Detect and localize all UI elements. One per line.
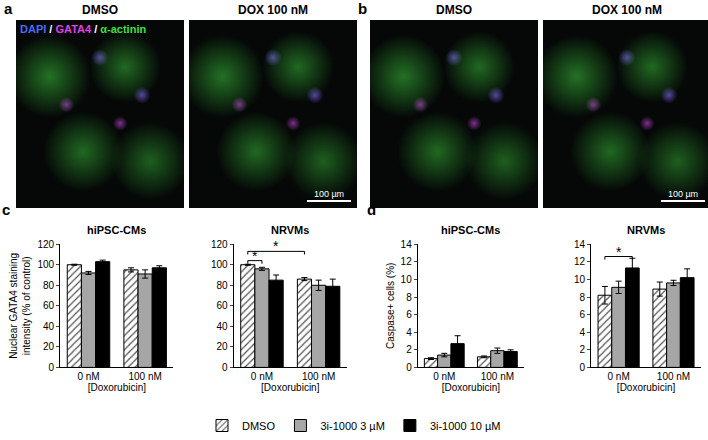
svg-text:4: 4	[406, 327, 412, 338]
html-text:a: a	[4, 0, 13, 17]
svg-text:2: 2	[580, 344, 586, 355]
svg-text:120: 120	[37, 239, 54, 250]
svg-text:*: *	[273, 238, 279, 254]
svg-text:60: 60	[217, 300, 229, 311]
svg-text:100 nM: 100 nM	[128, 371, 161, 382]
svg-text:100 nM: 100 nM	[657, 371, 690, 382]
svg-text:NRVMs: NRVMs	[627, 224, 665, 236]
svg-text:0: 0	[406, 362, 412, 373]
svg-text:60: 60	[43, 300, 55, 311]
svg-text:d: d	[367, 201, 377, 218]
svg-text:80: 80	[43, 280, 55, 291]
svg-text:100 nM: 100 nM	[481, 371, 514, 382]
svg-text:0: 0	[580, 362, 586, 373]
svg-text:0 nM: 0 nM	[433, 371, 455, 382]
svg-text:12: 12	[574, 256, 586, 267]
svg-text:0 nM: 0 nM	[608, 371, 630, 382]
svg-text:4: 4	[580, 327, 586, 338]
svg-text:3i-1000 3 µM: 3i-1000 3 µM	[320, 420, 384, 432]
svg-text:Caspase+ cells (%): Caspase+ cells (%)	[385, 263, 396, 349]
svg-text:100: 100	[37, 259, 54, 270]
svg-text:[Doxorubicin]: [Doxorubicin]	[442, 382, 501, 393]
svg-text:40: 40	[43, 321, 55, 332]
svg-text:14: 14	[574, 239, 586, 250]
svg-text:10: 10	[401, 274, 413, 285]
svg-text:14: 14	[401, 239, 413, 250]
svg-text:20: 20	[43, 341, 55, 352]
svg-text:c: c	[2, 201, 10, 218]
svg-text:80: 80	[217, 280, 229, 291]
svg-text:DMSO: DMSO	[242, 420, 275, 432]
svg-text:[Doxorubicin]: [Doxorubicin]	[261, 382, 320, 393]
svg-text:3i-1000 10 µM: 3i-1000 10 µM	[430, 420, 501, 432]
html-text:b: b	[358, 0, 368, 17]
svg-text:Nuclear GATA4 stainingintensit: Nuclear GATA4 stainingintensity (% of co…	[8, 253, 32, 359]
svg-text:120: 120	[211, 239, 228, 250]
svg-text:0 nM: 0 nM	[251, 371, 273, 382]
html-text:DMSO: DMSO	[82, 3, 118, 17]
svg-text:12: 12	[401, 256, 413, 267]
svg-text:*: *	[252, 248, 258, 264]
svg-text:6: 6	[580, 309, 586, 320]
svg-text:*: *	[616, 244, 622, 260]
svg-text:2: 2	[406, 344, 412, 355]
svg-text:0 nM: 0 nM	[77, 371, 99, 382]
html-text:100 µm: 100 µm	[313, 189, 345, 199]
svg-text:0: 0	[49, 362, 55, 373]
svg-text:8: 8	[406, 292, 412, 303]
svg-text:[Doxorubicin]: [Doxorubicin]	[617, 382, 676, 393]
svg-text:100 nM: 100 nM	[302, 371, 335, 382]
html-text:DAPI / GATA4 / α-actinin: DAPI / GATA4 / α-actinin	[20, 23, 147, 35]
svg-text:[Doxorubicin]: [Doxorubicin]	[88, 382, 147, 393]
svg-text:NRVMs: NRVMs	[271, 224, 309, 236]
svg-text:0: 0	[222, 362, 228, 373]
svg-text:40: 40	[217, 321, 229, 332]
svg-text:20: 20	[217, 341, 229, 352]
svg-text:hiPSC-CMs: hiPSC-CMs	[441, 224, 500, 236]
html-text:100 µm: 100 µm	[667, 189, 699, 199]
svg-text:100: 100	[211, 259, 228, 270]
html-text:DMSO: DMSO	[436, 3, 472, 17]
svg-text:hiPSC-CMs: hiPSC-CMs	[87, 224, 146, 236]
html-text:DOX 100 nM: DOX 100 nM	[238, 3, 308, 17]
svg-text:6: 6	[406, 309, 412, 320]
svg-text:8: 8	[580, 292, 586, 303]
html-text:DOX 100 nM: DOX 100 nM	[592, 3, 662, 17]
svg-text:10: 10	[574, 274, 586, 285]
